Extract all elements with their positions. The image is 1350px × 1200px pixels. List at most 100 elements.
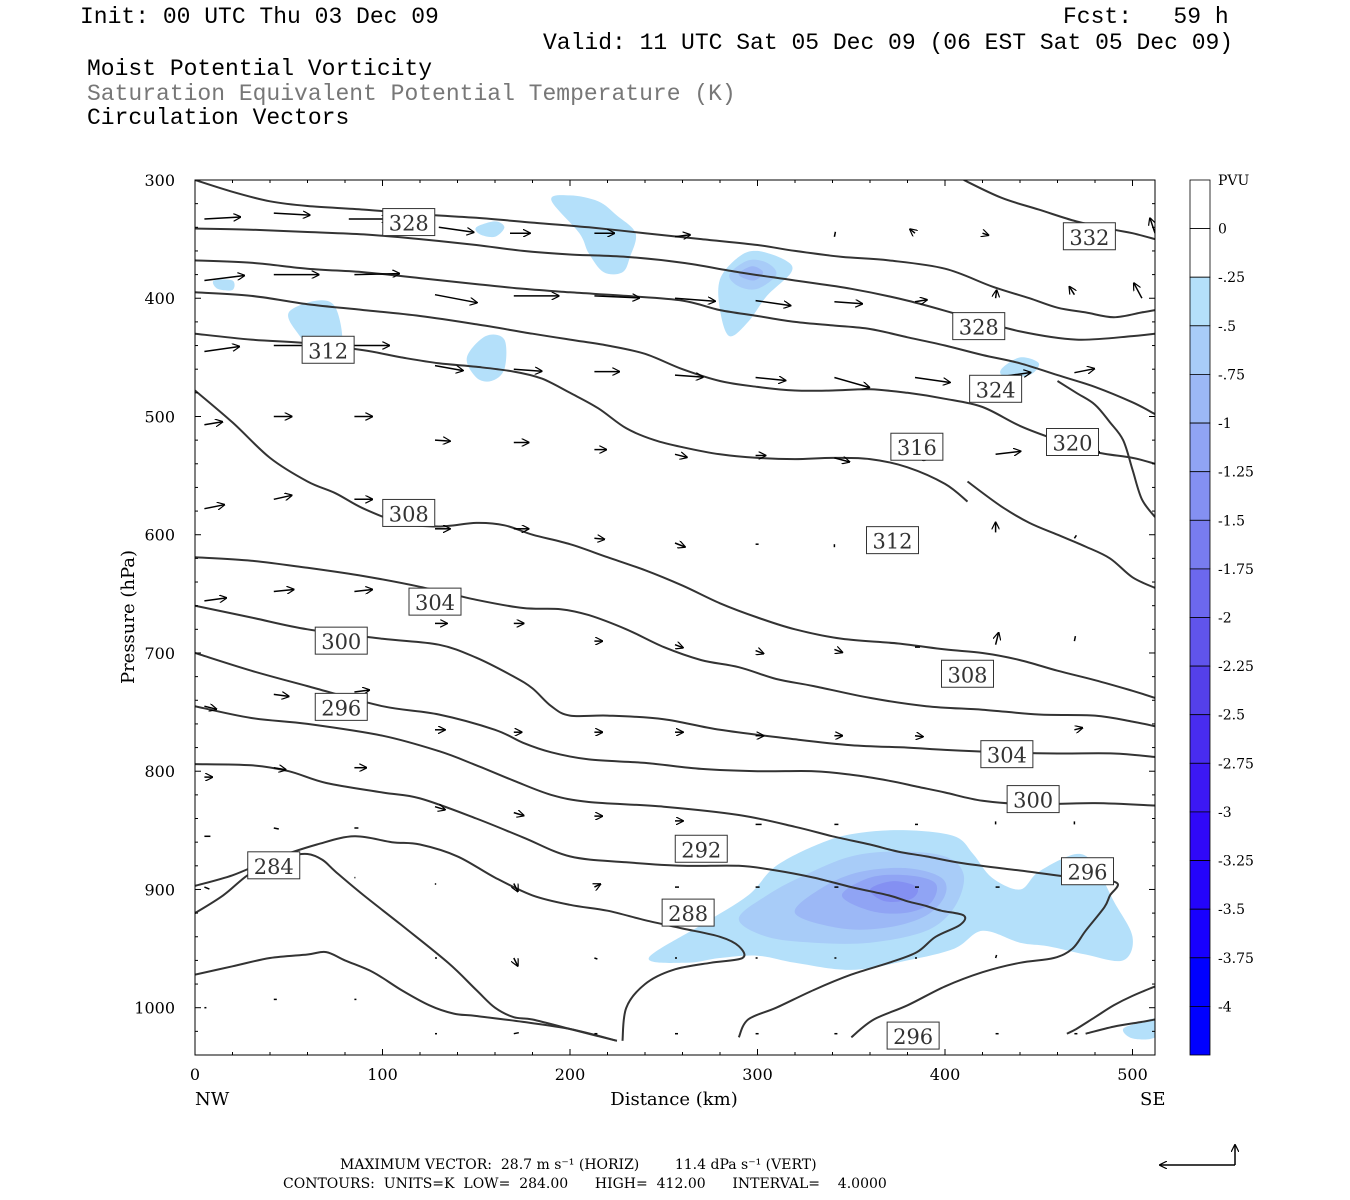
init-time: Init: 00 UTC Thu 03 Dec 09 — [80, 4, 439, 30]
contour-label: 296 — [314, 692, 368, 721]
colorbar-unit: PVU — [1218, 173, 1250, 189]
colorbar-block — [1189, 665, 1211, 716]
circulation-vector — [204, 505, 224, 509]
colorbar-label: -2.75 — [1218, 756, 1254, 772]
contour-328 — [195, 227, 1155, 341]
contour-292 — [195, 763, 967, 1038]
contour-296 — [1085, 1018, 1155, 1035]
contour-312 — [195, 389, 1155, 699]
circulation-vector — [513, 813, 524, 816]
colorbar-label: -3.75 — [1218, 951, 1254, 967]
circulation-vector — [674, 543, 685, 547]
pv-region-7 — [212, 279, 235, 291]
valid-time: Valid: 11 UTC Sat 05 Dec 09 (06 EST Sat … — [543, 30, 1234, 56]
field-2-title: Saturation Equivalent Potential Temperat… — [87, 81, 736, 107]
contour-label: 324 — [969, 374, 1023, 403]
y-axis-title: Pressure (hPa) — [118, 550, 139, 684]
colorbar-label: 0 — [1218, 222, 1227, 238]
contour-284 — [195, 950, 618, 1042]
circulation-vector — [910, 229, 915, 233]
contour-label: 284 — [247, 851, 301, 880]
pv-region-13 — [869, 881, 919, 902]
reference-vector-icon — [1160, 1145, 1235, 1165]
x-axis-title: Distance (km) — [610, 1089, 737, 1110]
pv-region-0 — [551, 195, 637, 275]
y-tick-label: 900 — [144, 880, 175, 899]
circulation-vector — [1150, 218, 1155, 234]
circulation-vector — [434, 882, 437, 886]
svg-text:304: 304 — [987, 744, 1027, 768]
svg-text:308: 308 — [389, 502, 429, 526]
contour-324 — [195, 259, 1155, 415]
colorbar-block — [1189, 908, 1211, 959]
contour-label: 312 — [301, 335, 355, 364]
x-tick-label: 100 — [367, 1065, 398, 1084]
circulation-vector — [1073, 534, 1078, 539]
circulation-vector — [1069, 287, 1074, 296]
colorbar-label: -2 — [1218, 611, 1232, 627]
circulation-vector — [996, 633, 999, 645]
contour-label: 308 — [382, 498, 436, 527]
forecast-hour: Fcst: 59 h — [1063, 4, 1229, 30]
colorbar-label: -.25 — [1218, 270, 1245, 286]
colorbar-block — [1189, 519, 1211, 570]
circulation-vector — [354, 690, 369, 692]
contour-label: 292 — [674, 834, 728, 863]
circulation-vector — [994, 954, 998, 959]
circulation-vector — [674, 454, 687, 457]
svg-text:316: 316 — [897, 436, 937, 460]
circulation-vector — [594, 538, 604, 539]
contour-label: 296 — [1061, 857, 1114, 886]
colorbar-block — [1189, 373, 1211, 424]
circulation-vector — [834, 302, 862, 304]
contour-label: 328 — [382, 208, 436, 237]
circulation-vectors — [204, 213, 1155, 1035]
circulation-vector — [204, 276, 244, 282]
circulation-vector — [204, 706, 216, 709]
contour-320 — [195, 291, 1155, 465]
circulation-vector — [434, 440, 450, 441]
contour-labels: 328 332 328 312 324 316 320 308 312 304 300 308 296 3… — [247, 208, 1116, 1050]
circulation-vector — [204, 886, 210, 890]
circulation-vector — [995, 451, 1021, 454]
colorbar-label: -3.5 — [1218, 902, 1245, 918]
contour-label: 328 — [952, 312, 1006, 341]
svg-text:288: 288 — [668, 902, 708, 926]
y-tick-label: 800 — [144, 762, 175, 781]
svg-text:328: 328 — [959, 316, 999, 340]
circulation-vector — [1134, 283, 1143, 299]
colorbar-block — [1189, 762, 1211, 813]
contour-label: 308 — [941, 659, 994, 688]
circulation-vector — [755, 299, 791, 306]
circulation-vector — [434, 807, 445, 810]
contour-288 — [195, 835, 746, 1041]
field-3-title: Circulation Vectors — [87, 105, 350, 131]
colorbar-label: -3 — [1218, 805, 1232, 821]
colorbar-label: -4 — [1218, 999, 1232, 1015]
circulation-vector — [914, 376, 950, 383]
circulation-vector — [273, 694, 289, 696]
colorbar-block — [1189, 228, 1211, 278]
svg-text:308: 308 — [947, 663, 987, 687]
contour-label: 320 — [1046, 428, 1099, 456]
pv-colorbar: 0 -.25 -.5 -.75 -1 -1.25 -1.5 -1.75 -2 -2.25 -2.5 -… — [1189, 179, 1254, 1056]
x-end-label-se: SE — [1140, 1089, 1165, 1110]
circulation-vector — [354, 590, 372, 592]
contour-label: 300 — [1006, 785, 1060, 814]
colorbar-block — [1189, 568, 1211, 618]
contour-300 — [195, 652, 1155, 807]
svg-text:300: 300 — [1013, 789, 1053, 813]
contour-label: 332 — [1062, 222, 1116, 251]
circulation-vector — [674, 298, 715, 301]
circulation-vector — [273, 590, 294, 592]
x-tick-label: 400 — [930, 1065, 961, 1084]
colorbar-label: -1.5 — [1218, 513, 1245, 529]
field-1-title: Moist Potential Vorticity — [87, 56, 433, 82]
svg-text:320: 320 — [1052, 432, 1092, 456]
circulation-vector — [834, 376, 869, 388]
contour-308 — [195, 556, 1155, 728]
svg-text:312: 312 — [308, 339, 348, 363]
y-tick-label: 300 — [144, 171, 175, 190]
circulation-vector — [1074, 728, 1082, 730]
y-tick-label: 700 — [144, 644, 175, 663]
